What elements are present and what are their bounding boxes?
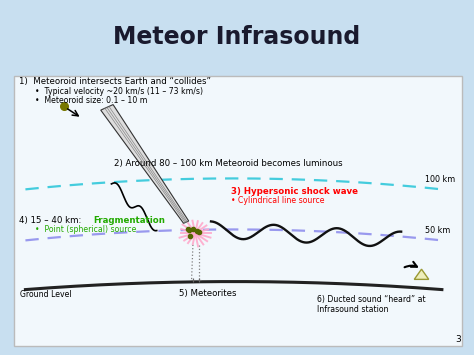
Text: 5) Meteorites: 5) Meteorites [179,289,237,298]
Text: •  Typical velocity ~20 km/s (11 – 73 km/s): • Typical velocity ~20 km/s (11 – 73 km/… [25,87,202,96]
Text: •  Meteoroid size: 0.1 – 10 m: • Meteoroid size: 0.1 – 10 m [25,97,147,105]
FancyBboxPatch shape [14,76,462,346]
Text: Fragmentation: Fragmentation [93,216,165,225]
Text: • Cylindrical line source: • Cylindrical line source [231,196,325,205]
Text: •  Point (spherical) source: • Point (spherical) source [25,225,136,234]
Text: 6) Ducted sound “heard” at
Infrasound station: 6) Ducted sound “heard” at Infrasound st… [318,295,426,315]
Text: 1)  Meteoroid intersects Earth and “collides”: 1) Meteoroid intersects Earth and “colli… [18,77,210,87]
Text: Ground Level: Ground Level [20,290,72,299]
Text: 2) Around 80 – 100 km Meteoroid becomes luminous: 2) Around 80 – 100 km Meteoroid becomes … [114,159,342,168]
Polygon shape [101,105,189,223]
Polygon shape [414,269,429,279]
Text: 3: 3 [456,334,461,344]
Text: 100 km: 100 km [425,175,455,184]
Text: Meteor Infrasound: Meteor Infrasound [113,25,361,49]
Text: 3) Hypersonic shock wave: 3) Hypersonic shock wave [231,187,358,196]
Text: 50 km: 50 km [425,226,450,235]
Text: 4) 15 – 40 km:: 4) 15 – 40 km: [18,216,84,225]
